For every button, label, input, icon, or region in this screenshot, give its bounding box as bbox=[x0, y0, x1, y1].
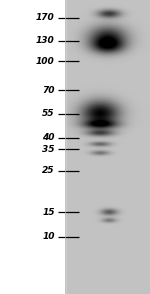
Text: 25: 25 bbox=[42, 166, 55, 175]
Text: 130: 130 bbox=[36, 36, 55, 45]
Bar bbox=[0, 0, 65, 294]
Text: 35: 35 bbox=[42, 145, 55, 154]
Text: 170: 170 bbox=[36, 13, 55, 22]
Text: 40: 40 bbox=[42, 133, 55, 142]
Text: 15: 15 bbox=[42, 208, 55, 217]
Text: 10: 10 bbox=[42, 232, 55, 241]
Text: 55: 55 bbox=[42, 109, 55, 118]
Text: 70: 70 bbox=[42, 86, 55, 95]
Bar bbox=[0, 0, 65, 294]
Text: 100: 100 bbox=[36, 57, 55, 66]
